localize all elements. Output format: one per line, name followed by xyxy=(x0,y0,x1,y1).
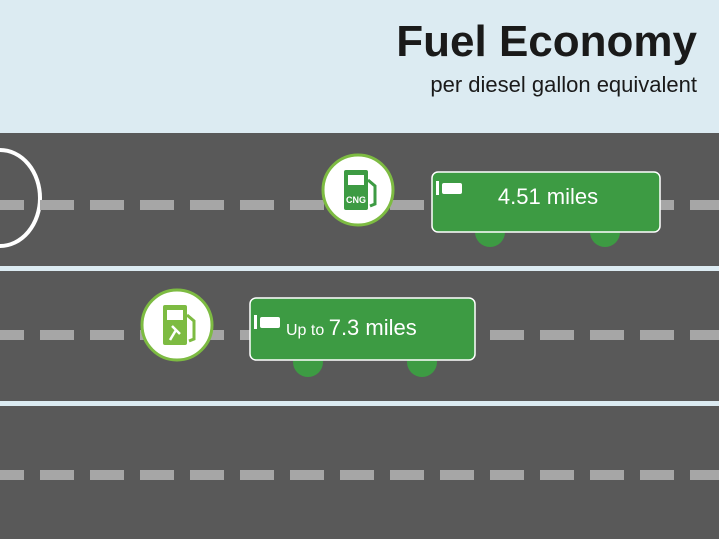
cng-icon: CNG xyxy=(323,155,393,225)
dash xyxy=(640,330,674,340)
dash xyxy=(0,200,24,210)
dash xyxy=(40,200,74,210)
dash xyxy=(40,330,74,340)
dash xyxy=(90,200,124,210)
dash xyxy=(40,470,74,480)
dash xyxy=(240,470,274,480)
economy-label: 4.51 miles xyxy=(498,184,598,209)
dash xyxy=(90,330,124,340)
dash xyxy=(490,470,524,480)
lane-divider xyxy=(0,401,719,406)
lane-divider xyxy=(0,266,719,271)
prefix: Up to xyxy=(286,322,324,339)
dash xyxy=(190,470,224,480)
dash xyxy=(190,200,224,210)
subtitle: per diesel gallon equivalent xyxy=(430,72,697,97)
dash xyxy=(340,470,374,480)
dash xyxy=(390,470,424,480)
dash xyxy=(590,470,624,480)
dash xyxy=(540,330,574,340)
dash xyxy=(640,470,674,480)
dash xyxy=(690,200,719,210)
value: 7.3 miles xyxy=(329,315,417,340)
dash xyxy=(540,470,574,480)
dash xyxy=(0,330,24,340)
dash xyxy=(440,470,474,480)
dash xyxy=(140,470,174,480)
dash xyxy=(90,470,124,480)
page: Fuel Economy per diesel gallon equivalen… xyxy=(0,0,719,539)
dash xyxy=(290,470,324,480)
icon-label: CNG xyxy=(346,195,366,205)
dash xyxy=(690,330,719,340)
dash xyxy=(490,330,524,340)
dash xyxy=(590,330,624,340)
dash xyxy=(290,200,324,210)
electric-icon xyxy=(142,290,212,360)
infographic: Fuel Economy per diesel gallon equivalen… xyxy=(0,0,719,539)
dash xyxy=(390,200,424,210)
title: Fuel Economy xyxy=(396,17,697,66)
dash xyxy=(140,200,174,210)
dash xyxy=(690,470,719,480)
dash xyxy=(240,200,274,210)
dash xyxy=(0,470,24,480)
